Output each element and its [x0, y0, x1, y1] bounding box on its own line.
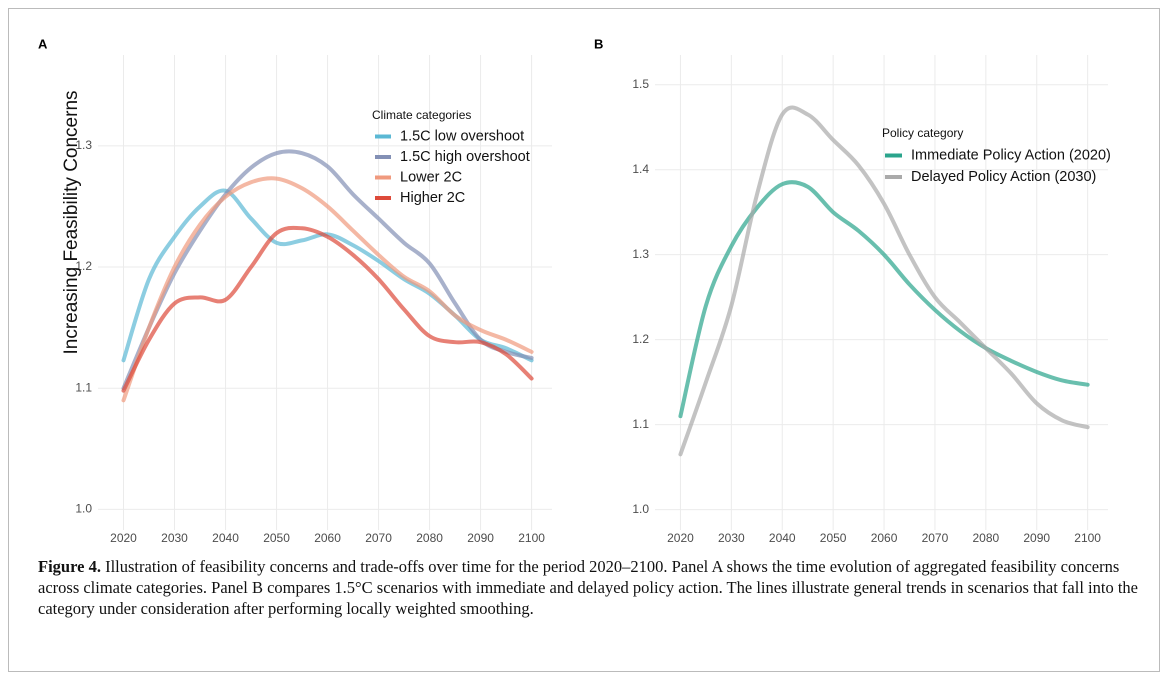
y-tick-label: 1.0 — [632, 502, 649, 516]
x-tick-label: 2020 — [667, 531, 694, 545]
x-tick-label: 2100 — [1074, 531, 1101, 545]
x-tick-label: 2070 — [922, 531, 949, 545]
x-tick-label: 2090 — [1023, 531, 1050, 545]
y-tick-label: 1.2 — [75, 259, 92, 273]
x-tick-label: 2050 — [263, 531, 290, 545]
x-tick-label: 2060 — [871, 531, 898, 545]
x-tick-label: 2070 — [365, 531, 392, 545]
series-line — [678, 105, 1090, 457]
caption-label: Figure 4. — [38, 557, 101, 576]
x-tick-label: 2030 — [718, 531, 745, 545]
panel-label: B — [594, 36, 603, 51]
x-tick-label: 2030 — [161, 531, 188, 545]
series-line — [121, 225, 534, 393]
legend-label: Immediate Policy Action (2020) — [911, 147, 1111, 163]
legend-label: 1.5C low overshoot — [400, 128, 524, 144]
panel-label: A — [38, 36, 48, 51]
x-tick-label: 2040 — [212, 531, 239, 545]
legend-label: 1.5C high overshoot — [400, 149, 530, 165]
series-line — [121, 149, 534, 391]
legend-label: Higher 2C — [400, 190, 465, 206]
x-tick-label: 2060 — [314, 531, 341, 545]
y-tick-label: 1.4 — [632, 162, 649, 176]
x-tick-label: 2020 — [110, 531, 137, 545]
caption-text: Illustration of feasibility concerns and… — [38, 557, 1138, 618]
y-tick-label: 1.1 — [75, 380, 92, 394]
figure-frame — [8, 8, 1160, 672]
x-tick-label: 2080 — [416, 531, 443, 545]
legend-title: Policy category — [882, 126, 963, 140]
y-tick-label: 1.2 — [632, 332, 649, 346]
x-tick-label: 2050 — [820, 531, 847, 545]
series-line — [678, 180, 1090, 419]
y-axis-label: Increasing Feasibility Concerns — [61, 90, 82, 354]
x-tick-label: 2100 — [518, 531, 545, 545]
y-tick-label: 1.0 — [75, 502, 92, 516]
legend-title: Climate categories — [372, 108, 471, 122]
y-tick-label: 1.5 — [632, 77, 649, 91]
y-tick-label: 1.3 — [75, 138, 92, 152]
legend-label: Delayed Policy Action (2030) — [911, 169, 1096, 185]
x-tick-label: 2090 — [467, 531, 494, 545]
chart: A 1.0 1.1 1.2 1.3 2020 2030 2040 2050 2060 2070 208… — [38, 36, 1111, 545]
series-line — [121, 176, 534, 403]
x-tick-label: 2080 — [972, 531, 999, 545]
y-tick-label: 1.1 — [632, 417, 649, 431]
x-tick-label: 2040 — [769, 531, 796, 545]
y-tick-label: 1.3 — [632, 247, 649, 261]
caption: Figure 4. Illustration of feasibility co… — [38, 556, 1138, 619]
legend-label: Lower 2C — [400, 169, 462, 185]
